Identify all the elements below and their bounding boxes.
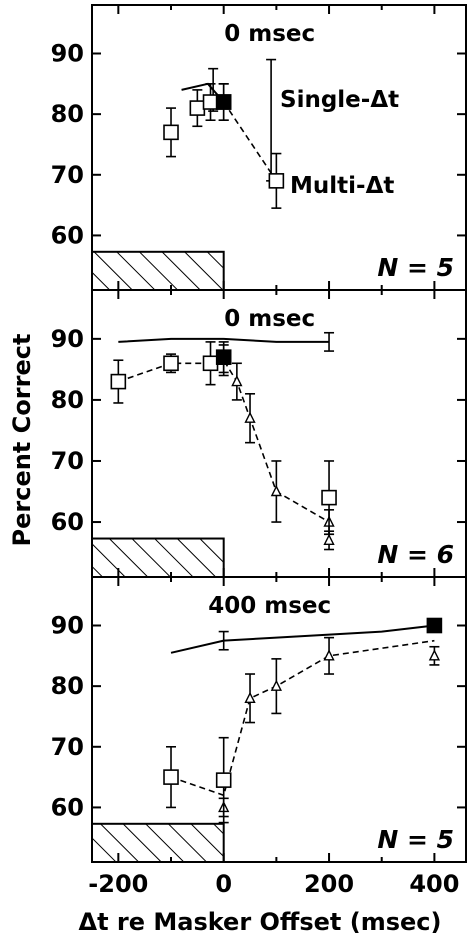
multi-dt-dashed-line [170, 639, 435, 797]
y-tick-label: 80 [51, 100, 84, 128]
multi-dt-point [163, 124, 179, 141]
triangle-point [244, 411, 256, 423]
y-axis-label: Percent Correct [8, 334, 36, 547]
x-tick-label: -200 [88, 870, 148, 898]
hatched-masker-region [91, 537, 225, 578]
panel-frame [91, 289, 467, 578]
multi-dt-point [202, 355, 219, 372]
panel-title: 400 msec [208, 593, 331, 619]
y-tick-label: 60 [51, 221, 84, 249]
multi-dt-point [215, 772, 232, 788]
panel-frame [91, 4, 467, 291]
multi-dt-point [163, 769, 179, 785]
n-label: N = 5 [377, 825, 454, 854]
triangle-point [231, 375, 243, 387]
y-tick-label: 80 [51, 672, 84, 700]
y-tick-label: 90 [51, 40, 84, 68]
panel-title: 0 msec [224, 21, 315, 47]
y-tick-label: 70 [51, 733, 84, 761]
triangle-point [323, 649, 335, 661]
x-tick-label: 200 [304, 870, 354, 898]
single-dt-filled-point [215, 349, 232, 365]
triangle-point [270, 679, 282, 691]
multi-dt-point [202, 94, 219, 110]
hatched-masker-region [91, 822, 225, 863]
triangle-point [323, 533, 335, 546]
y-tick-label: 80 [51, 386, 84, 414]
y-tick-label: 70 [51, 447, 84, 475]
single-dt-filled-point [215, 94, 232, 110]
y-tick-label: 90 [51, 325, 84, 353]
multi-dt-point [163, 355, 179, 372]
n-label: N = 6 [377, 540, 454, 569]
single-dt-line [118, 337, 330, 343]
multi-dt-point [321, 489, 337, 506]
hatched-masker-region [91, 250, 225, 291]
multi-dt-point [189, 100, 206, 116]
panel-2: 60 70 80 90 0 msec N = 6 [51, 289, 467, 578]
multi-dt-point [268, 173, 285, 189]
multi-dt-dashed-line [118, 359, 330, 523]
triangle-point [270, 484, 282, 497]
panel-title: 0 msec [224, 306, 315, 332]
multi-dt-dashed-line [223, 101, 278, 182]
x-tick-label: 0 [215, 870, 232, 898]
multi-dt-annotation: Multi-Δt [290, 173, 394, 199]
single-dt-filled-point [426, 617, 443, 634]
panel-3: 60 70 80 90 400 msec N = 5 [51, 576, 467, 863]
single-dt-annotation: Single-Δt [280, 87, 399, 113]
triangle-point [244, 691, 256, 703]
y-tick-label: 90 [51, 612, 84, 640]
n-label: N = 5 [377, 253, 454, 282]
y-tick-label: 60 [51, 508, 84, 536]
triangle-point [428, 649, 441, 661]
single-dt-line [170, 624, 435, 654]
y-tick-label: 60 [51, 793, 84, 821]
x-tick-label: 400 [409, 870, 459, 898]
x-axis-label: Δt re Masker Offset (msec) [79, 908, 442, 936]
panel-frame [91, 576, 467, 863]
panel-1: 60 70 80 90 0 msec N = 5 Single-Δt Multi-Δt [51, 4, 467, 291]
y-tick-label: 70 [51, 161, 84, 189]
multi-dt-point [110, 373, 127, 390]
